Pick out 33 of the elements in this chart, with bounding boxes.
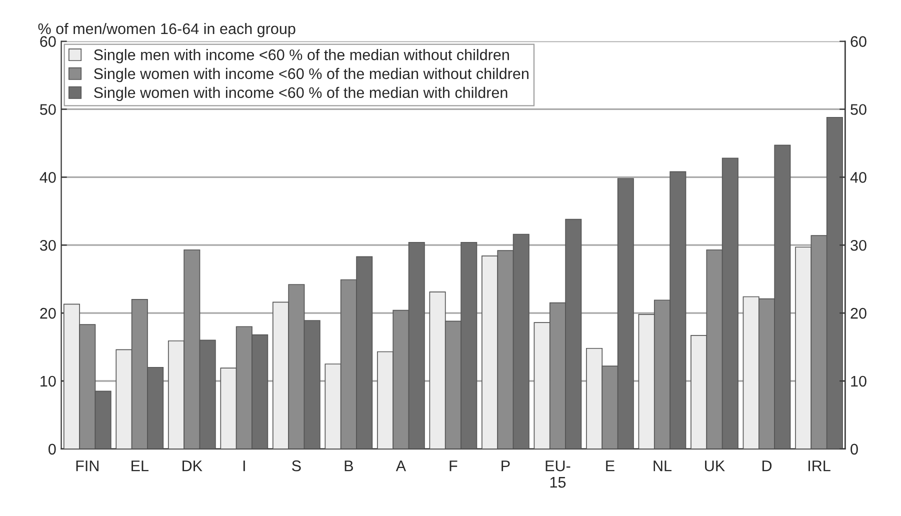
- y2-tick-label: 20: [850, 308, 866, 319]
- y-tick-label: 30: [40, 240, 56, 251]
- y-tick-label: 0: [48, 444, 56, 455]
- y2-tick-label: 50: [850, 104, 866, 115]
- x-tick-label: A: [396, 460, 406, 472]
- y-axis-title: % of men/women 16-64 in each group: [38, 22, 296, 38]
- y2-tick-label: 30: [850, 240, 866, 251]
- x-tick-label: EU- 15: [546, 460, 570, 488]
- x-tick-label: EL: [132, 460, 148, 472]
- y2-tick-label: 0: [850, 444, 858, 455]
- x-tick-label: B: [344, 460, 353, 472]
- x-tick-label: DK: [182, 460, 202, 472]
- x-tick-label: FIN: [76, 460, 98, 472]
- x-tick-label: I: [243, 460, 245, 472]
- legend-label: Single women with income <60 % of the median without children: [94, 68, 528, 82]
- x-tick-label: IRL: [808, 460, 830, 472]
- x-tick-label: F: [450, 460, 458, 472]
- x-tick-label: UK: [705, 460, 725, 472]
- x-tick-label: E: [606, 460, 614, 472]
- y2-tick-label: 60: [850, 36, 866, 47]
- y-tick-label: 20: [40, 308, 56, 319]
- legend-label: Single men with income <60 % of the median without children: [94, 49, 509, 64]
- y2-tick-label: 10: [851, 376, 866, 387]
- y-tick-label: 10: [40, 376, 56, 387]
- x-tick-label: S: [292, 460, 301, 472]
- y-tick-label: 40: [40, 172, 56, 183]
- y2-tick-label: 40: [850, 172, 866, 183]
- x-tick-label: P: [502, 460, 510, 472]
- y-tick-label: 60: [40, 36, 56, 47]
- y-tick-label: 50: [40, 104, 56, 115]
- x-tick-label: NL: [654, 460, 672, 472]
- x-tick-label: D: [762, 460, 772, 472]
- legend-label: Single women with income <60 % of the median with children: [94, 86, 508, 102]
